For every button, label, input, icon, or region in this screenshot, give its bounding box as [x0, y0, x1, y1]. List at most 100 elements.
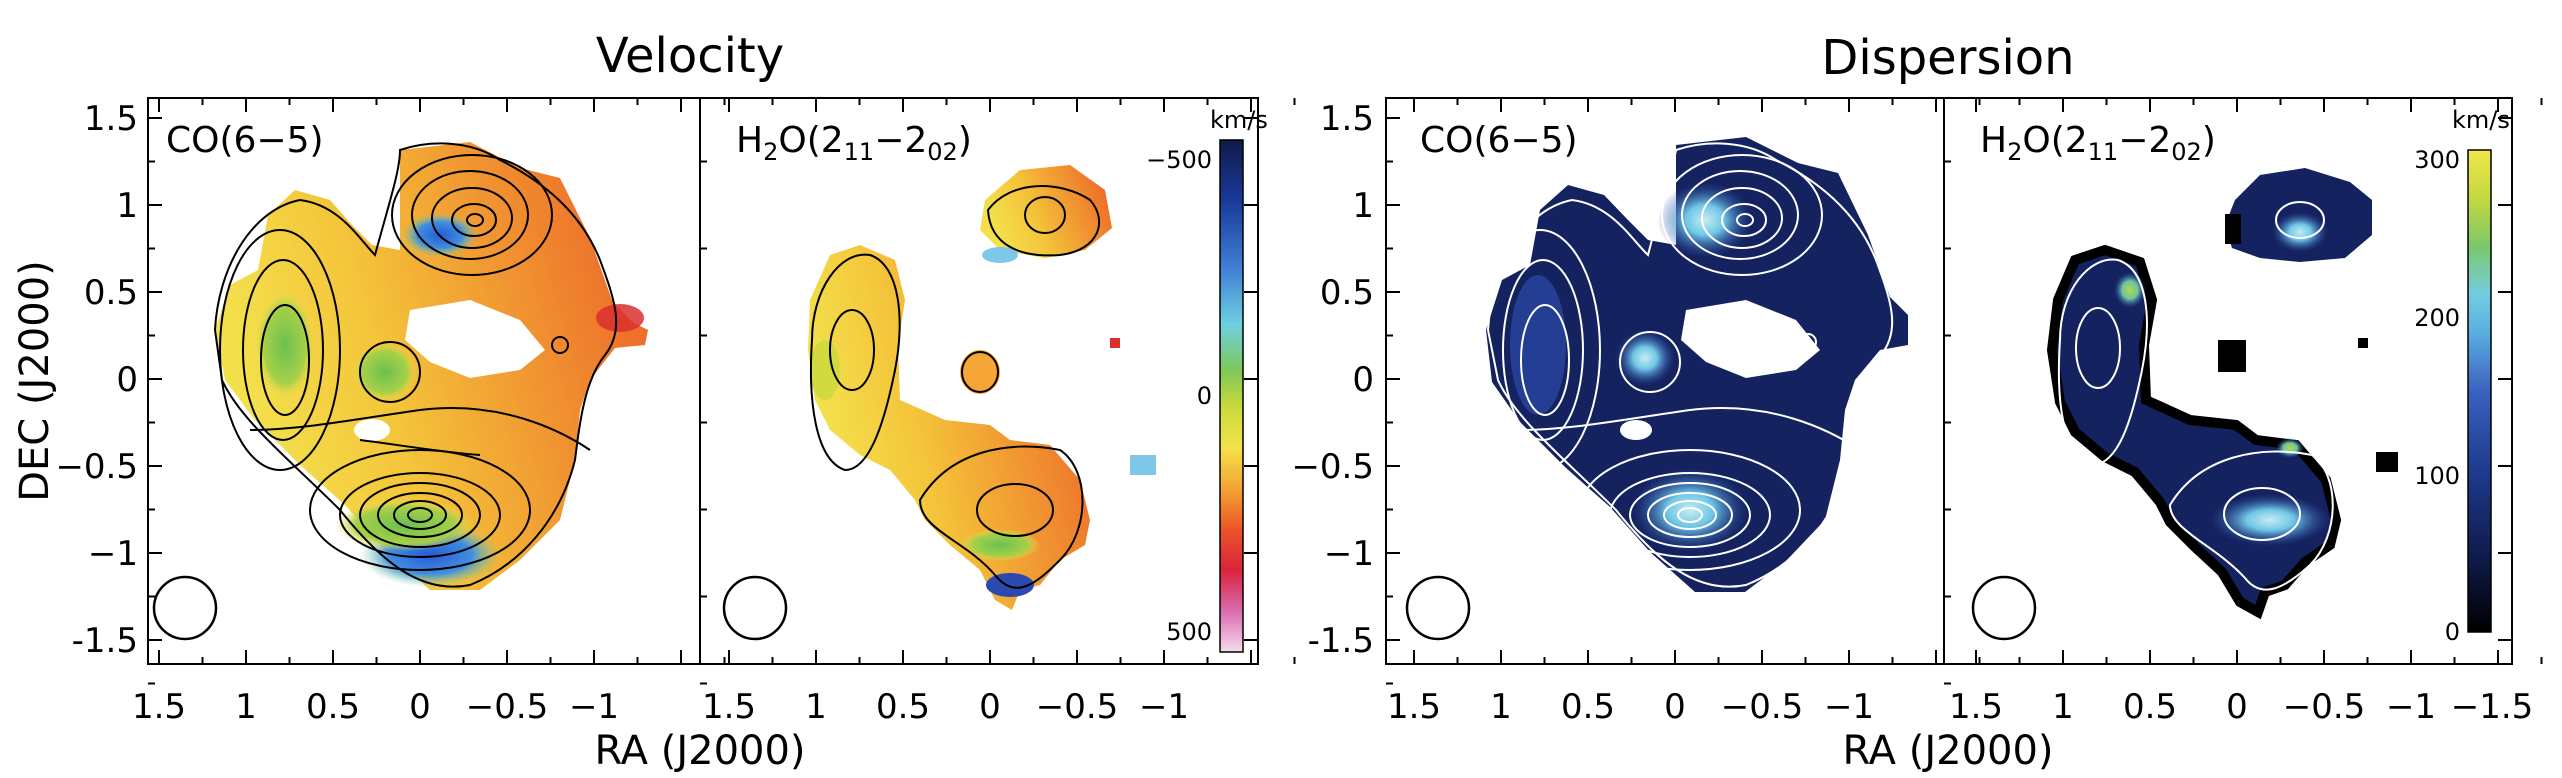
panel3-label: CO(6−5) [1420, 120, 1578, 161]
co-velocity-white-gap [354, 419, 390, 441]
xtick-p1-0.5: 0.5 [306, 687, 360, 727]
h2o-velocity-red-e [1110, 338, 1120, 348]
xtick-p1-neg0.5: −0.5 [466, 687, 549, 727]
xtick-p4-neg1.5: −1.5 [2451, 687, 2534, 727]
velocity-tick-neg500: −500 [1146, 146, 1212, 174]
co-velocity-hole [405, 300, 545, 378]
h2o-dispersion-black-e1 [2376, 452, 2398, 472]
xtick-p2-0: 0 [979, 687, 1001, 727]
panel-co-dispersion [1405, 137, 1908, 641]
xtick-p2-neg1: −1 [1139, 687, 1189, 727]
co-dispersion-map [1486, 137, 1908, 592]
h2o-dispersion-black-n [2225, 214, 2241, 244]
xlabel-left: RA (J2000) [594, 728, 805, 774]
co-dispersion-gap [1620, 420, 1652, 440]
co-dispersion-beam [1405, 575, 1471, 641]
panel1-label: CO(6−5) [166, 120, 324, 161]
ytick-0-left: 0 [116, 360, 138, 400]
xtick-p1-neg1: −1 [569, 687, 619, 727]
tick-marks [148, 98, 2543, 685]
h2o-dispersion-arm [2052, 250, 2336, 612]
co-dispersion-hole [1681, 300, 1820, 378]
panel-co-velocity [152, 142, 648, 641]
xtick-p3-neg0.5: −0.5 [1721, 687, 1804, 727]
co-dispersion-hot-core [1615, 330, 1675, 386]
ytick-neg0.5-left: −0.5 [55, 447, 138, 487]
velocity-colorbar [1219, 139, 1244, 653]
h2o-dispersion-beam [1971, 575, 2037, 641]
xtick-p2-neg0.5: −0.5 [1036, 687, 1119, 727]
xtick-p2-1.5: 1.5 [702, 687, 756, 727]
h2o-velocity-green-s [960, 529, 1040, 561]
panel2-label: H2O(211−202) [736, 120, 972, 166]
ytick-0.5-left: 0.5 [84, 273, 138, 313]
dispersion-title: Dispersion [1821, 30, 2074, 86]
h2o-velocity-beam [722, 575, 788, 641]
co-velocity-green-south [335, 499, 475, 551]
h2o-dispersion-hot-n [2272, 212, 2328, 252]
h2o-velocity-arm [808, 245, 1090, 610]
velocity-tick-0: 0 [1197, 382, 1212, 410]
ytick-1.5-left: 1.5 [84, 99, 138, 139]
h2o-velocity-contours [809, 185, 1101, 589]
xtick-p2-1: 1 [805, 687, 827, 727]
xtick-p3-0: 0 [1664, 687, 1686, 727]
co-dispersion-hot-north [1657, 182, 1753, 258]
xtick-p1-1: 1 [235, 687, 257, 727]
panel-h2o-velocity [722, 165, 1156, 641]
xtick-p4-neg1: −1 [2386, 687, 2436, 727]
dispersion-tick-0: 0 [2445, 618, 2460, 646]
co-dispersion-hot-west [1510, 275, 1566, 415]
velocity-tick-500: 500 [1166, 618, 1212, 646]
h2o-dispersion-contours [2057, 201, 2334, 591]
panel4-label: H2O(211−202) [1980, 120, 2216, 166]
xtick-p4-0.5: 0.5 [2123, 687, 2177, 727]
xtick-p1-0: 0 [409, 687, 431, 727]
ytick-neg0.5-right: −0.5 [1291, 447, 1374, 487]
co-velocity-map [215, 142, 648, 590]
xtick-p2-0.5: 0.5 [876, 687, 930, 727]
xtick-p3-neg1: −1 [1824, 687, 1874, 727]
panel-h2o-dispersion [1971, 168, 2398, 641]
dispersion-tick-200: 200 [2414, 304, 2460, 332]
xtick-p3-1.5: 1.5 [1387, 687, 1441, 727]
h2o-velocity-core [960, 350, 1000, 394]
h2o-dispersion-hot-w [2114, 272, 2146, 308]
co-velocity-red-east [596, 304, 644, 332]
dispersion-colorbar [2467, 149, 2492, 633]
ylabel-left: DEC (J2000) [12, 260, 58, 502]
dispersion-tick-100: 100 [2414, 462, 2460, 490]
xtick-p4-0: 0 [2226, 687, 2248, 727]
h2o-velocity-green-w [810, 340, 840, 400]
xtick-p3-1: 1 [1490, 687, 1512, 727]
h2o-velocity-cyan-n [982, 247, 1018, 263]
ytick-1.5-right: 1.5 [1320, 99, 1374, 139]
co-dispersion-contours [1479, 142, 1894, 588]
ytick-neg1.5-right: -1.5 [1308, 621, 1374, 661]
ytick-neg1-right: −1 [1324, 534, 1374, 574]
ytick-1-left: 1 [116, 186, 138, 226]
h2o-dispersion-black-e2 [2358, 338, 2368, 348]
ytick-1-right: 1 [1352, 186, 1374, 226]
xtick-p4-1.5: 1.5 [1949, 687, 2003, 727]
co-velocity-beam [152, 575, 218, 641]
velocity-title: Velocity [596, 28, 784, 84]
xtick-p4-neg0.5: −0.5 [2283, 687, 2366, 727]
xtick-p1-1.5: 1.5 [132, 687, 186, 727]
ytick-0-right: 0 [1352, 360, 1374, 400]
h2o-dispersion-hot-s [2210, 494, 2330, 546]
ytick-neg1.5-left: -1.5 [72, 621, 138, 661]
xtick-p3-0.5: 0.5 [1561, 687, 1615, 727]
h2o-velocity-north [980, 165, 1112, 258]
ytick-0.5-right: 0.5 [1320, 273, 1374, 313]
ytick-neg1-left: −1 [88, 534, 138, 574]
h2o-velocity-cyan-e [1130, 455, 1156, 475]
h2o-dispersion-green-s [2276, 438, 2304, 458]
velocity-frame [147, 97, 1259, 665]
h2o-dispersion-black-core [2218, 340, 2246, 372]
co-velocity-green-core [353, 342, 417, 402]
dispersion-tick-300: 300 [2414, 146, 2460, 174]
dispersion-colorbar-unit: km/s [2452, 106, 2510, 134]
co-velocity-contours [213, 142, 618, 588]
xlabel-right: RA (J2000) [1842, 728, 2053, 774]
